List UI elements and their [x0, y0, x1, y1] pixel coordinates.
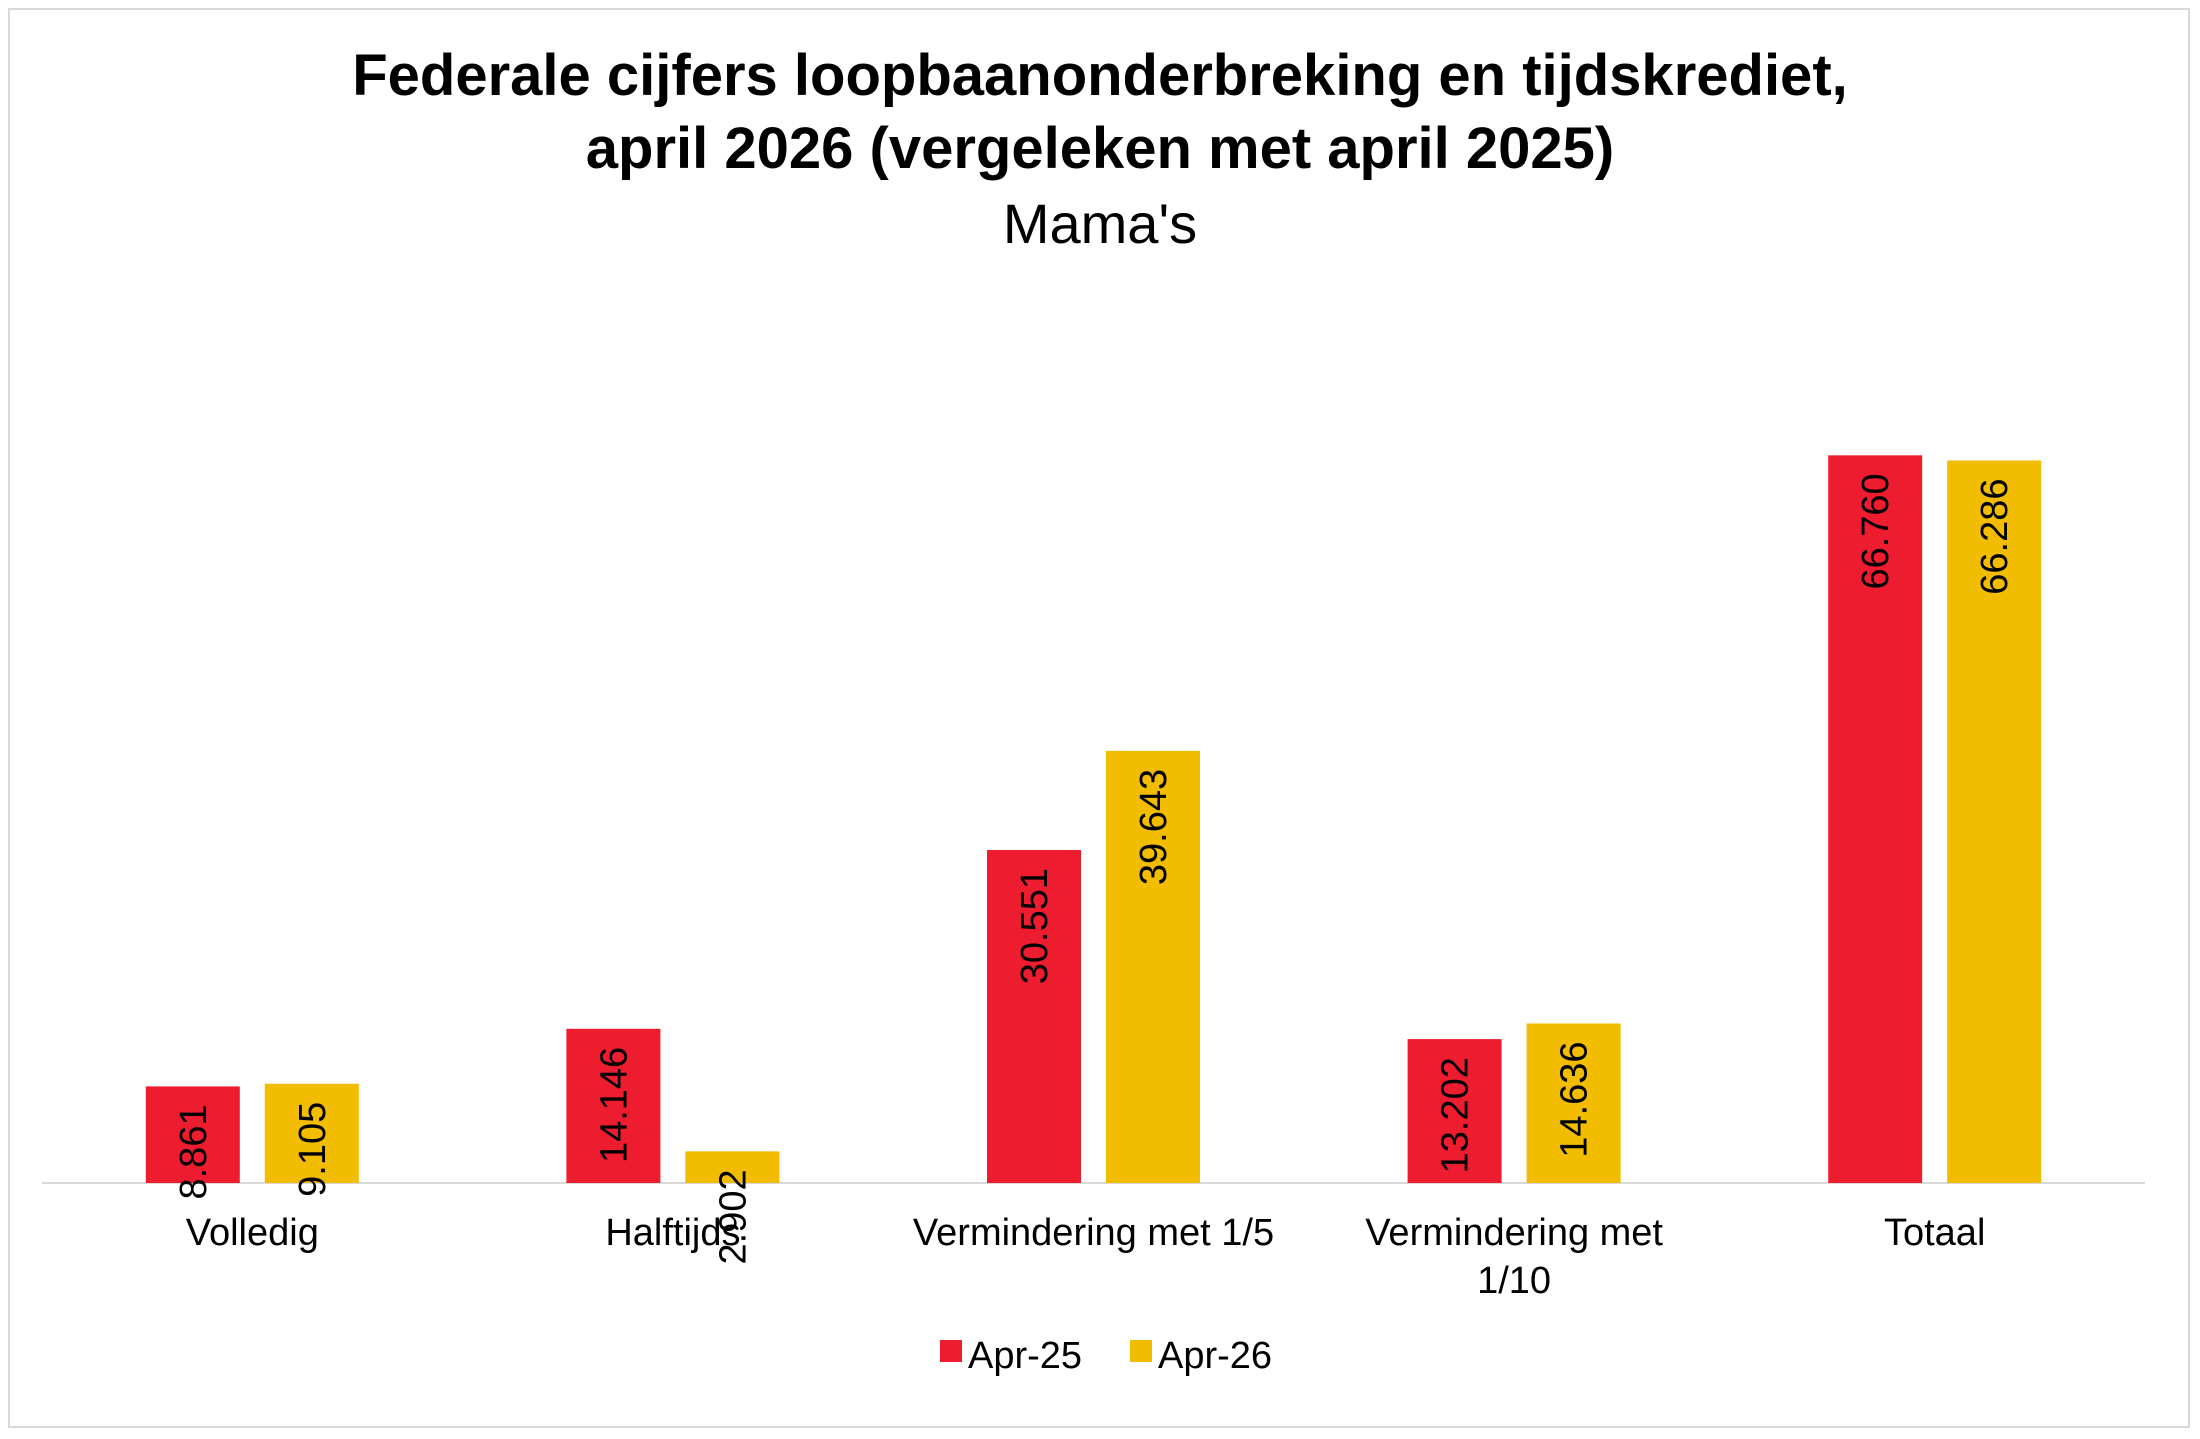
- bar-apr-25-0: [145, 1086, 240, 1183]
- chart-subtitle: Mama's: [1003, 192, 1197, 255]
- chart-title: Federale cijfers loopbaanonderbreking en…: [352, 43, 1848, 181]
- legend-swatch-apr-25: [940, 1340, 962, 1362]
- category-label: Volledig: [186, 1212, 319, 1254]
- data-label: 13.202: [1435, 1057, 1477, 1173]
- bar-apr-25-3: [1407, 1039, 1502, 1183]
- chart-title-line-1: Federale cijfers loopbaanonderbreking en…: [352, 43, 1848, 108]
- category-label: Vermindering met: [1365, 1212, 1663, 1254]
- bar-apr-25-2: [987, 849, 1081, 1183]
- bar-apr-26-4: [1947, 460, 2042, 1183]
- data-label: 2.902: [712, 1169, 754, 1264]
- data-label: 9.105: [292, 1102, 334, 1197]
- category-label: 1/10: [1477, 1260, 1551, 1302]
- data-label: 39.643: [1133, 769, 1175, 885]
- category-label: Vermindering met 1/5: [913, 1212, 1274, 1254]
- chart-title-line-2: april 2026 (vergeleken met april 2025): [586, 116, 1614, 181]
- legend: Apr-25 Apr-26: [940, 1335, 1272, 1377]
- bar-apr-26-1: [685, 1151, 780, 1183]
- category-label: Totaal: [1884, 1212, 1985, 1254]
- bar-apr-26-0: [264, 1083, 359, 1183]
- data-label: 66.760: [1855, 473, 1897, 589]
- legend-label-apr-26: Apr-26: [1158, 1335, 1272, 1377]
- bar-apr-25-4: [1828, 455, 1923, 1183]
- data-label: 8.861: [173, 1104, 215, 1199]
- data-label: 14.146: [593, 1047, 635, 1163]
- data-label: 14.636: [1554, 1041, 1596, 1157]
- data-label: 30.551: [1014, 868, 1056, 984]
- bar-apr-26-2: [1106, 750, 1200, 1183]
- bar-apr-25-1: [566, 1028, 661, 1183]
- category-label: Halftijds: [605, 1212, 740, 1254]
- legend-swatch-apr-26: [1130, 1340, 1152, 1362]
- data-label: 66.286: [1974, 478, 2016, 594]
- legend-label-apr-25: Apr-25: [968, 1335, 1082, 1377]
- bar-apr-26-3: [1526, 1023, 1621, 1183]
- chart-frame: [8, 8, 2190, 1428]
